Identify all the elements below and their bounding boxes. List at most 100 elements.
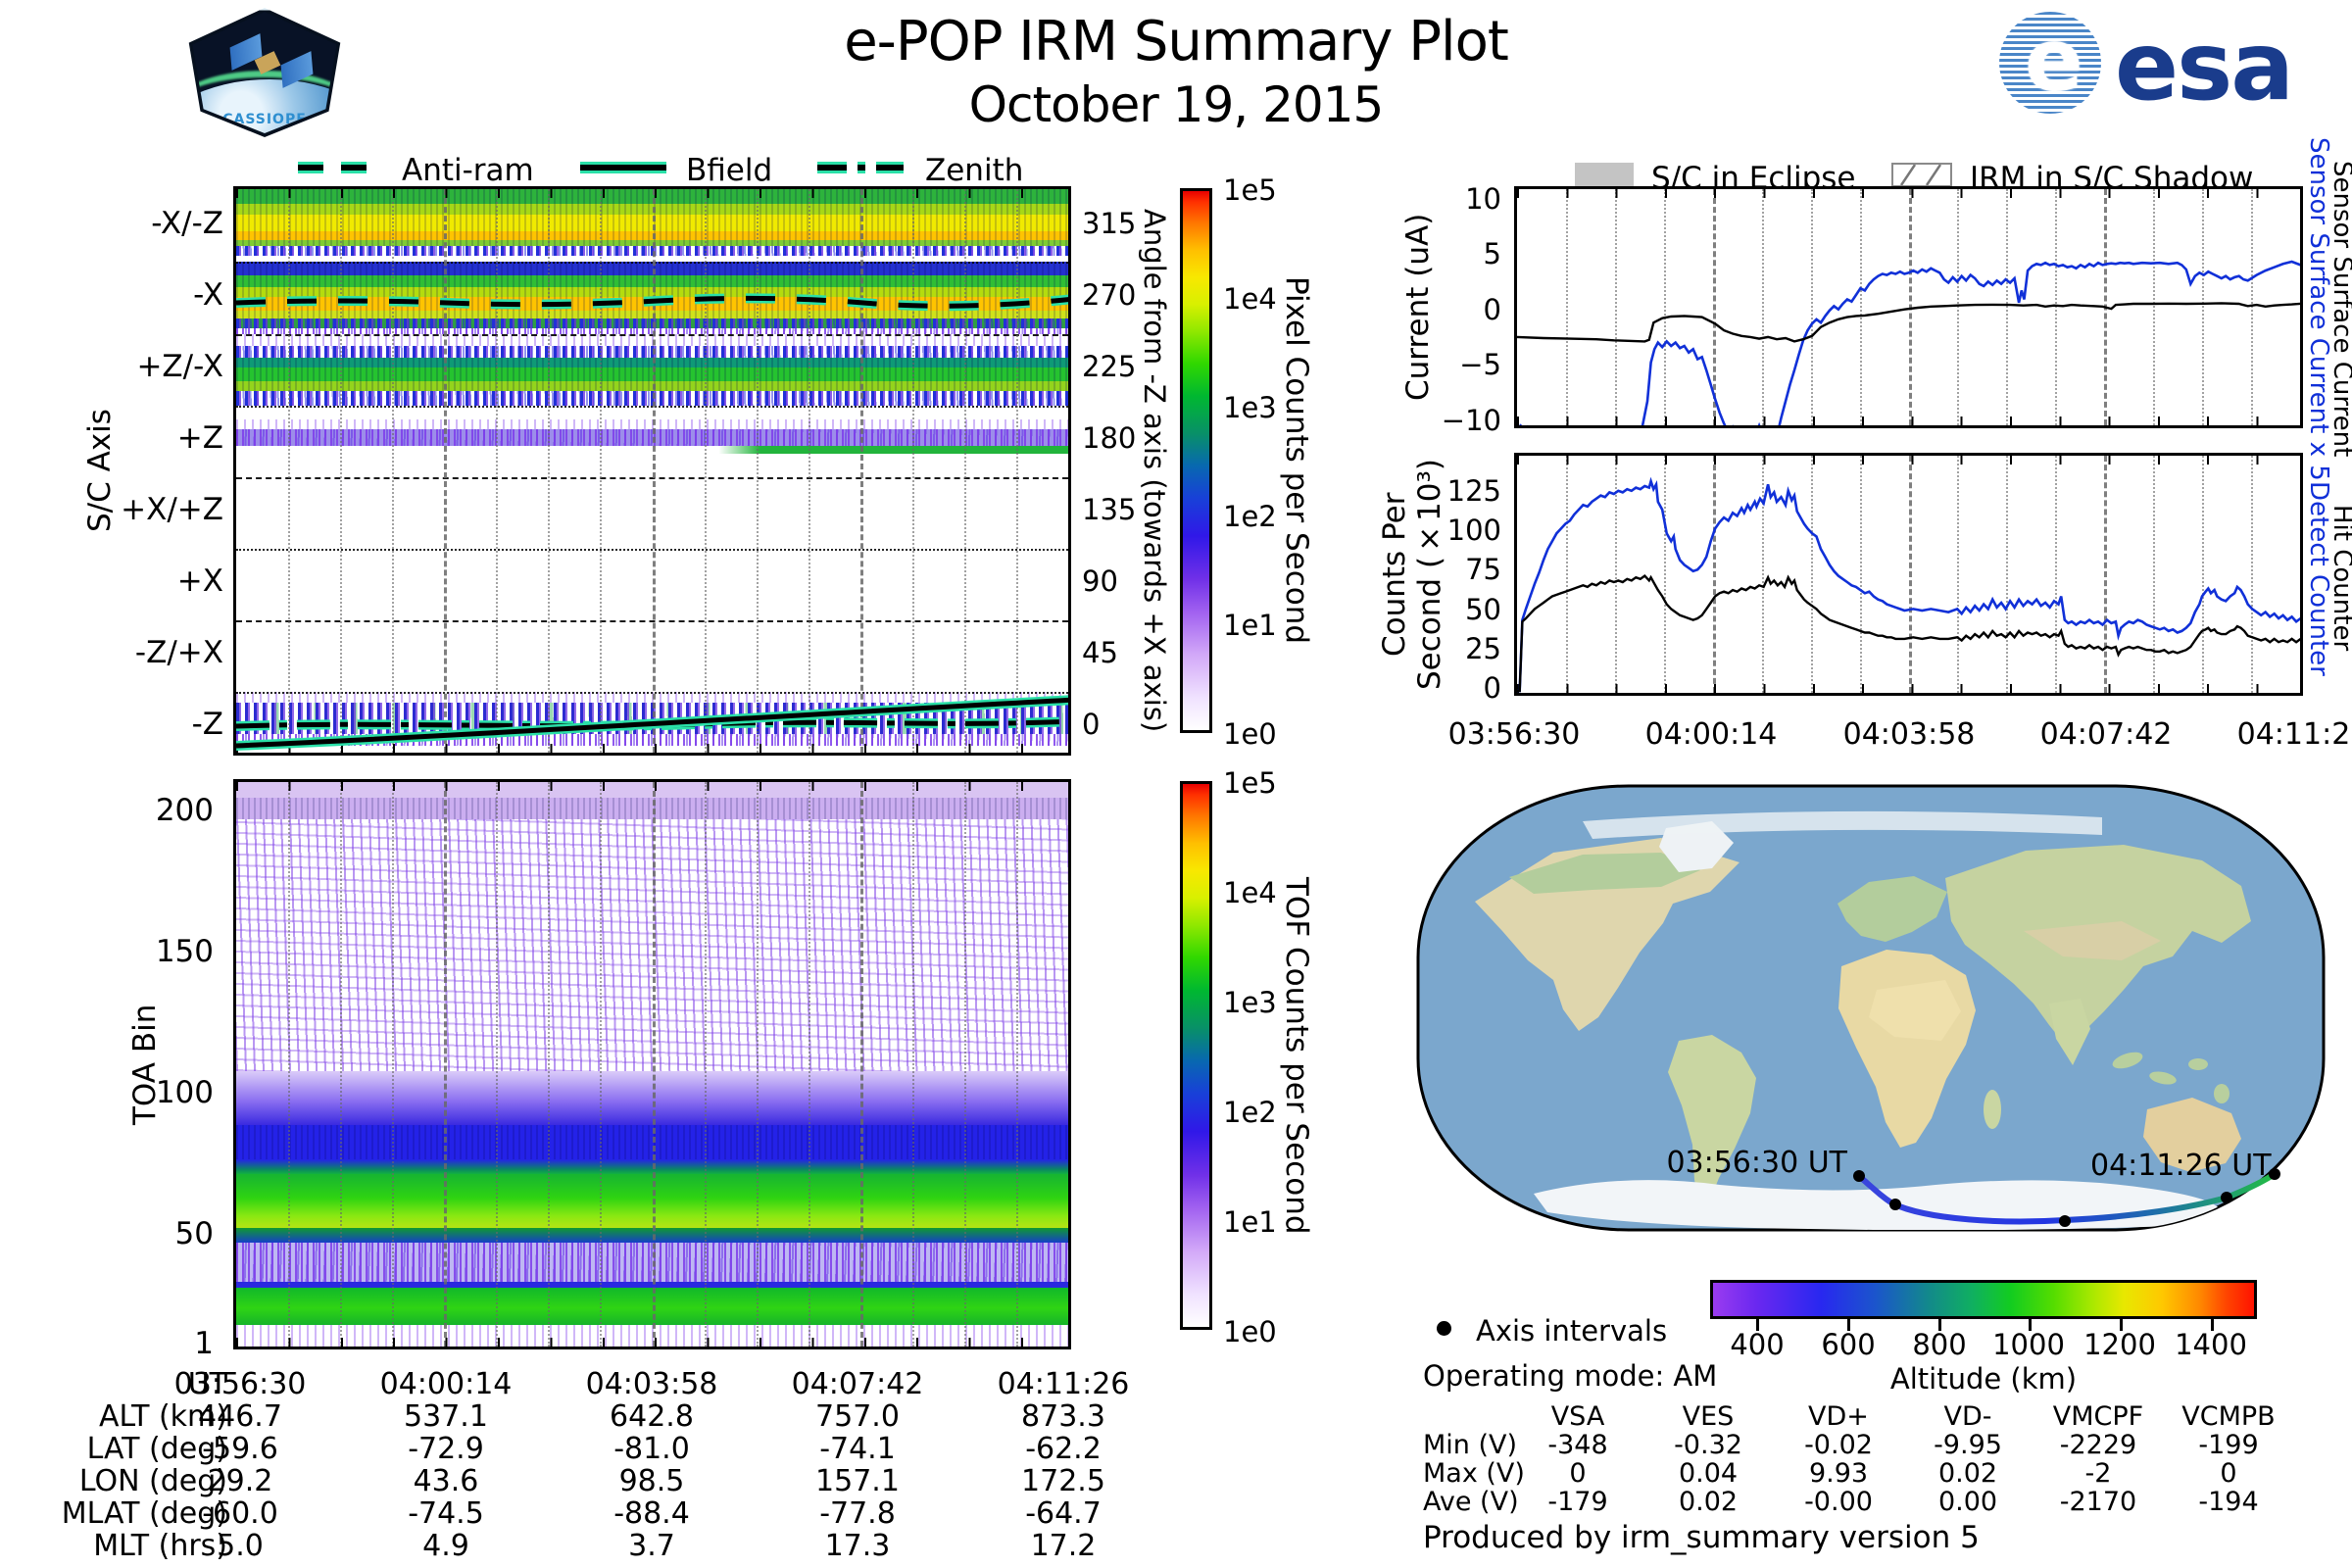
cell: -72.9 bbox=[408, 1432, 484, 1466]
row-label: UT bbox=[187, 1367, 227, 1401]
operating-mode: Operating mode: AM bbox=[1423, 1359, 1718, 1393]
cell: -77.8 bbox=[819, 1496, 896, 1531]
cell: 04:11:26 bbox=[997, 1367, 1130, 1401]
cell: -81.0 bbox=[613, 1432, 690, 1466]
toa-tick: 1 bbox=[194, 1326, 214, 1361]
col-header: VD- bbox=[1943, 1401, 1992, 1432]
cell: -348 bbox=[1547, 1430, 1608, 1460]
cell: 0.04 bbox=[1678, 1458, 1739, 1489]
axis-ticks bbox=[1517, 684, 2300, 693]
cell: 0.02 bbox=[1937, 1458, 1998, 1489]
dashdot-line-icon bbox=[817, 162, 904, 173]
cell: 29.2 bbox=[207, 1464, 273, 1498]
altitude-colorbar bbox=[1710, 1280, 2257, 1319]
heat-band bbox=[236, 819, 1068, 1071]
ground-track-map: 03:56:30 UT 04:11:26 UT bbox=[1416, 784, 2326, 1232]
sector-label: -X bbox=[193, 277, 223, 313]
cell: -0.02 bbox=[1804, 1430, 1873, 1460]
hatch-icon bbox=[1899, 164, 1942, 186]
cell: 17.2 bbox=[1030, 1529, 1097, 1563]
cell: -74.5 bbox=[408, 1496, 484, 1531]
sector-label: +X/+Z bbox=[121, 492, 223, 527]
alt-tickmark bbox=[1847, 1319, 1850, 1331]
series-line bbox=[1517, 574, 2300, 693]
sc-axis-ylabel: S/C Axis bbox=[82, 409, 118, 533]
tof-colorbar bbox=[1180, 781, 1212, 1330]
cell: 17.3 bbox=[824, 1529, 891, 1563]
track-start-label: 03:56:30 UT bbox=[1666, 1146, 1847, 1180]
current-series bbox=[1517, 260, 2300, 425]
y-tick: 10 bbox=[1465, 182, 1501, 216]
current-right-label-black: Sensor Surface Current bbox=[2328, 160, 2352, 458]
time-tick: 04:11:26 bbox=[2236, 717, 2352, 752]
cell: 43.6 bbox=[413, 1464, 479, 1498]
cb-tick: 1e0 bbox=[1223, 1315, 1277, 1348]
cb-tick: 1e2 bbox=[1223, 500, 1277, 533]
toa-tick: 200 bbox=[155, 793, 214, 828]
row-label: LAT (deg) bbox=[86, 1432, 227, 1466]
bfield-line bbox=[236, 697, 1068, 749]
angle-tick: 90 bbox=[1082, 564, 1118, 598]
heat-band bbox=[236, 1125, 1068, 1159]
col-header: VCMPB bbox=[2181, 1401, 2276, 1432]
cb-tick: 1e1 bbox=[1223, 609, 1277, 642]
current-ylabel: Current (uA) bbox=[1400, 213, 1436, 402]
cell: 98.5 bbox=[618, 1464, 685, 1498]
y-tick: 50 bbox=[1465, 593, 1501, 626]
sector-label: +Z/-X bbox=[136, 349, 223, 384]
shadow-swatch-icon bbox=[1891, 163, 1952, 187]
solid-line-icon bbox=[580, 162, 666, 173]
sector-label: -X/-Z bbox=[151, 206, 223, 241]
time-tick: 04:07:42 bbox=[2039, 717, 2173, 752]
cell: -2229 bbox=[2059, 1430, 2137, 1460]
time-tick: 04:00:14 bbox=[1644, 717, 1778, 752]
counts-plot bbox=[1514, 453, 2303, 696]
cell: 04:07:42 bbox=[791, 1367, 924, 1401]
track-end-label: 04:11:26 UT bbox=[2090, 1149, 2272, 1183]
dashed-line-icon bbox=[298, 162, 378, 173]
current-right-label-blue: Sensor Surface Current x 5 bbox=[2304, 136, 2333, 481]
row-label: MLAT (deg) bbox=[61, 1496, 227, 1531]
heat-band bbox=[236, 1174, 1068, 1228]
heat-band bbox=[236, 1228, 1068, 1243]
track-dot bbox=[1853, 1170, 1865, 1182]
heat-band bbox=[236, 1288, 1068, 1325]
toa-ylabel: TOA Bin bbox=[127, 1004, 163, 1125]
series-line bbox=[1519, 260, 2300, 425]
axis-ticks bbox=[236, 744, 1068, 753]
cell: 0.02 bbox=[1678, 1487, 1739, 1517]
bfield-legend-swatch bbox=[576, 155, 670, 180]
bfield-legend-label: Bfield bbox=[686, 153, 773, 188]
angle-tick: 0 bbox=[1082, 708, 1101, 741]
time-tick: 03:56:30 bbox=[1447, 717, 1581, 752]
toa-tick: 150 bbox=[155, 934, 214, 969]
y-tick: 75 bbox=[1465, 553, 1501, 586]
angle-tick: 270 bbox=[1082, 278, 1137, 312]
angle-tick: 225 bbox=[1082, 350, 1137, 383]
axis-ticks bbox=[236, 782, 1068, 791]
row-label: ALT (km) bbox=[99, 1399, 227, 1434]
cell: -194 bbox=[2198, 1487, 2259, 1517]
antiram-legend-swatch bbox=[294, 155, 382, 180]
track-dot bbox=[1889, 1199, 1901, 1210]
alt-tickmark bbox=[2211, 1319, 2214, 1331]
cell: -2 bbox=[2084, 1458, 2112, 1489]
counts-series bbox=[1517, 476, 2300, 693]
cb-tick: 1e5 bbox=[1223, 173, 1277, 207]
time-tick: 04:03:58 bbox=[1842, 717, 1976, 752]
counts-ylabel-1: Counts Per bbox=[1377, 492, 1412, 657]
y-tick: 5 bbox=[1483, 237, 1501, 270]
alt-tick: 1000 bbox=[1992, 1328, 2065, 1361]
cell: 04:03:58 bbox=[585, 1367, 718, 1401]
eclipse-swatch-icon bbox=[1575, 163, 1634, 187]
row-label: Min (V) bbox=[1423, 1430, 1518, 1460]
cell: 172.5 bbox=[1021, 1464, 1105, 1498]
altitude-bar-label: Altitude (km) bbox=[1889, 1362, 2078, 1396]
cell: -88.4 bbox=[613, 1496, 690, 1531]
y-tick: 0 bbox=[1483, 293, 1501, 326]
counts-right-label-black: Hit Counter bbox=[2328, 505, 2352, 652]
sector-label: -Z/+X bbox=[134, 635, 223, 670]
produced-by: Produced by irm_summary version 5 bbox=[1423, 1520, 1980, 1555]
sc-axis-spectrogram bbox=[233, 186, 1071, 756]
cb-tick: 1e1 bbox=[1223, 1205, 1277, 1239]
